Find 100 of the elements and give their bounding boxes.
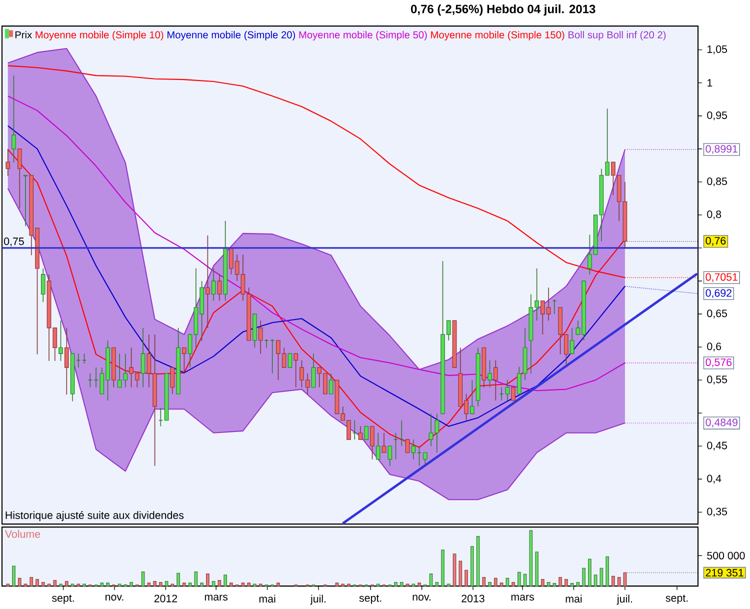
bar (164, 580, 168, 586)
y-tick-label: 0,55 (707, 376, 727, 384)
bar (476, 536, 480, 586)
bar (594, 574, 598, 586)
bar (400, 582, 404, 586)
bar (100, 582, 104, 586)
bar (30, 576, 34, 586)
data-label: 0,8991 (706, 145, 738, 154)
bar (218, 580, 222, 586)
candlestick (188, 334, 192, 368)
candlestick (358, 426, 363, 440)
bar (82, 584, 86, 586)
bar (441, 550, 444, 586)
candlestick (511, 386, 516, 401)
bar (59, 584, 62, 586)
text: Moyenne mobile (Simple 150) (431, 30, 564, 40)
data-label: 0,576 (706, 358, 732, 368)
bar (623, 572, 627, 586)
bar (452, 554, 456, 586)
bar (18, 578, 22, 586)
bar (406, 584, 410, 586)
bar (558, 576, 562, 586)
bar (588, 558, 592, 586)
bar (347, 584, 350, 586)
bar (394, 582, 398, 586)
bar (106, 582, 110, 586)
bar (194, 571, 198, 586)
candlestick (382, 432, 386, 454)
bar (12, 566, 16, 586)
text: Moyenne mobile (Simple 50) (299, 30, 427, 40)
candlestick (370, 426, 374, 460)
candlestick (40, 268, 46, 302)
bar (253, 584, 256, 586)
y-tick-label: 500 000 (707, 552, 745, 560)
bar (206, 573, 210, 586)
bar (6, 584, 10, 586)
candlestick (311, 353, 316, 388)
candlestick (270, 338, 275, 374)
bar (258, 584, 262, 586)
candlestick (405, 439, 410, 453)
bar (53, 580, 57, 586)
bar (541, 578, 544, 586)
bar (47, 584, 51, 586)
text: Moyenne mobile (Simple 10) (36, 30, 164, 40)
x-tick-label: 2012 (154, 594, 178, 602)
data-label: 0,692 (706, 289, 732, 298)
x-tick-label: sept. (666, 594, 688, 604)
bar (241, 582, 245, 586)
candlestick (288, 353, 292, 368)
bar (529, 530, 533, 586)
bar (41, 582, 45, 586)
text: Boll sup (568, 30, 604, 40)
candlestick (211, 268, 216, 302)
candlestick (170, 367, 175, 394)
bar (118, 584, 122, 586)
x-tick-label: mars (511, 594, 534, 601)
bar (512, 582, 515, 586)
candlestick (294, 353, 298, 388)
y-tick-label: 1 (708, 79, 712, 86)
x-tick-label: sept. (359, 594, 382, 604)
candlestick (388, 446, 392, 466)
bar (24, 584, 28, 586)
x-tick-label: mai (259, 594, 276, 603)
bar (435, 582, 439, 586)
candlestick (376, 432, 380, 460)
candlestick (364, 426, 369, 440)
bar (36, 578, 39, 586)
candlestick (23, 174, 28, 226)
chart-title: Volume (4, 530, 40, 538)
bar (482, 576, 486, 586)
candlestick (64, 327, 69, 395)
bar (76, 584, 80, 586)
bar (418, 582, 421, 586)
text: Moyenne mobile (Simple 20) (168, 30, 295, 40)
y-tick-label: 0,8 (707, 210, 722, 220)
y-tick-label: 0,85 (707, 177, 727, 186)
candlestick (264, 338, 269, 348)
candlestick (12, 75, 16, 164)
bar (600, 568, 604, 586)
y-tick-label: 1,05 (708, 45, 727, 54)
bar (247, 582, 251, 586)
bar (582, 568, 586, 586)
bar (276, 582, 280, 586)
candlestick (493, 360, 498, 401)
bar (64, 580, 68, 586)
bar (546, 582, 550, 586)
candlestick (352, 420, 357, 440)
y-tick-label: 0,95 (707, 111, 727, 120)
chart-title: 0,76 (-2,56%) Hebdo 04 juil. 2013 (411, 4, 596, 16)
x-tick-label: sept. (52, 594, 74, 604)
candlestick (206, 234, 210, 328)
bar (200, 582, 204, 586)
bar (188, 582, 192, 586)
bar (458, 560, 462, 586)
candlestick (411, 439, 416, 460)
y-tick-label: 0,6 (707, 342, 722, 352)
x-tick-label: mars (204, 594, 228, 601)
x-tick-label: 2013 (462, 594, 484, 602)
y-tick-label: 0,4 (707, 474, 722, 484)
annotation: Historique ajusté suite aux dividendes (6, 510, 184, 522)
